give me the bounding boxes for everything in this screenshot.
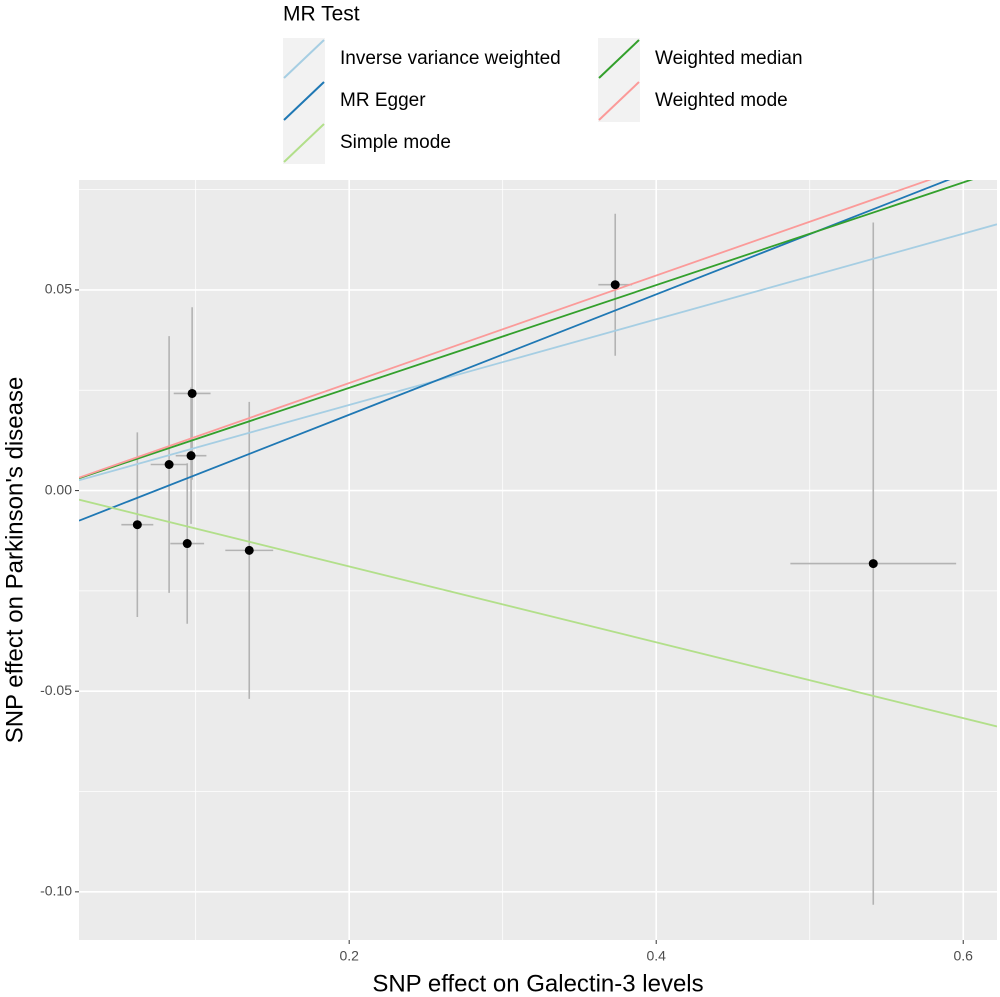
point (244, 545, 254, 555)
point (868, 559, 878, 569)
regression-line (79, 223, 997, 482)
y-tick-label: -0.05 (40, 682, 72, 698)
y-axis-title: SNP effect on Parkinson's disease (1, 377, 28, 744)
point (182, 539, 192, 549)
legend-swatch (598, 39, 640, 79)
x-tick-label: 0.4 (646, 948, 666, 964)
legend-swatch (283, 123, 325, 163)
regression-line (79, 498, 997, 728)
regression-line (79, 180, 932, 479)
y-tick-label: 0.00 (45, 481, 72, 497)
panel (79, 180, 997, 940)
y-tick-label: 0.05 (45, 281, 72, 297)
x-tick-label: 0.2 (339, 948, 359, 964)
legend-label: Weighted median (655, 48, 803, 69)
point (610, 280, 620, 290)
regression-line (79, 180, 951, 522)
legend-swatch (283, 39, 325, 79)
y-tick-label: -0.10 (40, 883, 72, 899)
legend-label: Inverse variance weighted (340, 48, 561, 69)
legend-swatch (283, 81, 325, 121)
point (132, 520, 142, 530)
legend-label: MR Egger (340, 90, 426, 111)
x-tick-label: 0.6 (953, 948, 973, 964)
x-axis-title: SNP effect on Galectin-3 levels (372, 970, 703, 997)
legend-label: Simple mode (340, 132, 451, 153)
point (187, 388, 197, 398)
point (164, 459, 174, 469)
point (186, 451, 196, 461)
legend-title: MR Test (283, 3, 360, 26)
plot-area (79, 180, 997, 905)
legend-swatch (598, 81, 640, 121)
legend-label: Weighted mode (655, 90, 788, 111)
regression-line (79, 180, 974, 480)
